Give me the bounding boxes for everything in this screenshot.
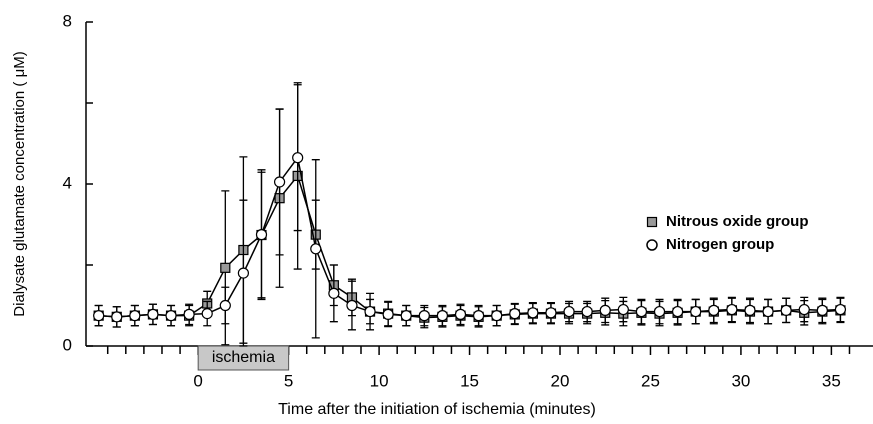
marker — [129, 310, 141, 322]
marker — [690, 305, 702, 318]
marker — [436, 310, 449, 322]
legend-label: Nitrogen group — [666, 236, 774, 253]
marker — [400, 310, 412, 322]
legend-marker — [646, 239, 658, 251]
marker — [581, 305, 593, 318]
y-tick-label: 8 — [63, 11, 72, 30]
marker — [563, 305, 575, 318]
marker — [653, 305, 666, 318]
x-tick-label: 15 — [460, 371, 479, 390]
marker — [147, 308, 159, 321]
marker — [780, 304, 792, 316]
ischemia-box — [197, 345, 290, 371]
x-tick-label: 0 — [193, 371, 202, 390]
marker — [599, 304, 611, 316]
marker — [672, 305, 684, 318]
legend-marker — [646, 216, 658, 228]
marker — [111, 311, 123, 323]
marker — [816, 304, 828, 316]
x-axis-label: Time after the initiation of ischemia (m… — [278, 401, 596, 418]
marker — [382, 308, 394, 321]
legend-label: Nitrous oxide group — [666, 213, 809, 230]
marker — [708, 304, 720, 316]
marker — [237, 267, 249, 279]
x-tick-label: 20 — [551, 371, 570, 390]
marker — [328, 287, 340, 299]
x-tick-label: 10 — [370, 371, 389, 390]
x-tick-label: 5 — [284, 371, 293, 390]
marker — [491, 310, 503, 322]
marker — [255, 229, 268, 241]
y-tick-label: 4 — [63, 173, 72, 192]
y-axis-label: Dialysate glutamate concentration ( μM) — [11, 51, 28, 316]
y-tick-label: 0 — [63, 335, 72, 354]
marker — [165, 310, 177, 322]
marker — [798, 303, 810, 316]
marker — [292, 152, 304, 164]
x-tick-label: 30 — [731, 371, 750, 390]
marker — [454, 308, 467, 321]
marker — [472, 310, 485, 322]
marker — [726, 303, 738, 316]
marker — [183, 308, 195, 321]
marker — [346, 299, 358, 312]
marker — [635, 305, 648, 318]
marker — [219, 299, 231, 312]
marker — [545, 307, 557, 319]
marker — [201, 308, 213, 320]
x-tick-label: 35 — [822, 371, 841, 390]
x-tick-label: 25 — [641, 371, 660, 390]
marker — [93, 310, 105, 322]
annotation: ischemia — [212, 349, 275, 366]
marker — [364, 305, 376, 318]
marker — [509, 308, 521, 320]
marker — [527, 307, 539, 319]
marker — [418, 310, 430, 322]
marker — [762, 305, 774, 318]
marker — [310, 243, 322, 255]
marker — [617, 303, 629, 316]
marker — [273, 176, 286, 188]
marker — [220, 262, 231, 273]
marker — [834, 303, 847, 316]
marker — [744, 304, 756, 316]
